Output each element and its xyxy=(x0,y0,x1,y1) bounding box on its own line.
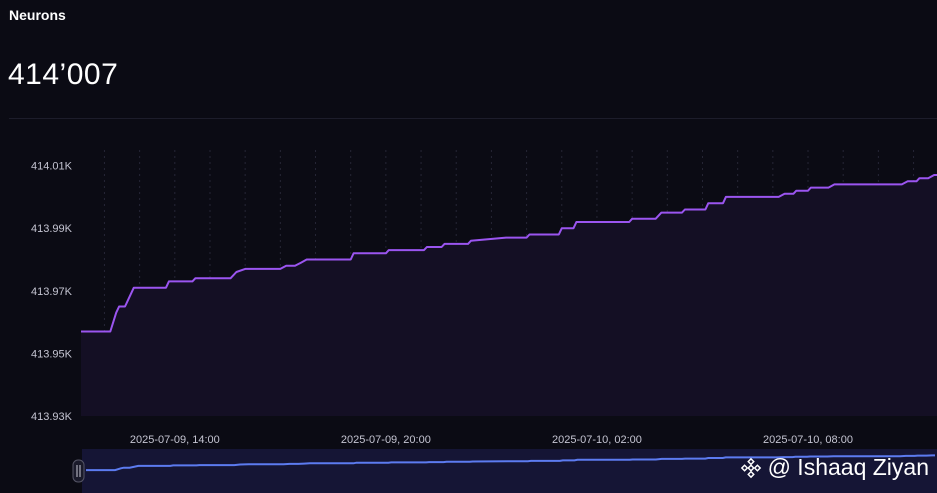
data-point xyxy=(165,287,167,289)
y-tick-label: 413.93K xyxy=(31,411,73,423)
data-point xyxy=(684,208,686,210)
data-point xyxy=(558,233,560,235)
data-point xyxy=(918,177,920,179)
data-point xyxy=(388,249,390,251)
data-point xyxy=(526,237,528,239)
data-point xyxy=(115,312,117,314)
data-point xyxy=(279,268,281,270)
data-point xyxy=(133,287,135,289)
data-point xyxy=(467,243,469,245)
data-point xyxy=(631,218,633,220)
data-point xyxy=(722,202,724,204)
data-point xyxy=(915,180,917,182)
navigator-line xyxy=(86,454,935,472)
data-point xyxy=(80,331,82,333)
data-point xyxy=(907,180,909,182)
data-point xyxy=(444,243,446,245)
series-area xyxy=(81,175,937,416)
data-point xyxy=(285,265,287,267)
data-point xyxy=(725,196,727,198)
data-point xyxy=(306,259,308,261)
data-point xyxy=(784,193,786,195)
y-tick-label: 413.99K xyxy=(31,223,73,235)
data-point xyxy=(655,218,657,220)
data-point xyxy=(628,221,630,223)
data-point xyxy=(109,331,111,333)
data-point xyxy=(927,177,929,179)
data-point xyxy=(828,187,830,189)
data-point xyxy=(300,262,302,264)
navigator-handle-left[interactable] xyxy=(72,459,85,483)
current-value: 414’007 xyxy=(8,58,119,91)
data-point xyxy=(529,233,531,235)
data-point xyxy=(470,240,472,242)
range-navigator[interactable] xyxy=(72,449,937,493)
chart-title: Neurons xyxy=(9,7,66,23)
y-tick-label: 414.01K xyxy=(31,161,73,173)
header-divider xyxy=(9,118,937,119)
data-point xyxy=(426,246,428,248)
data-point xyxy=(315,259,317,261)
data-point xyxy=(833,183,835,185)
data-point xyxy=(441,246,443,248)
data-point xyxy=(681,212,683,214)
series-line xyxy=(81,174,937,333)
data-point xyxy=(933,174,935,176)
data-point xyxy=(572,227,574,229)
data-point xyxy=(294,265,296,267)
data-point xyxy=(901,183,903,185)
y-tick-label: 413.95K xyxy=(31,348,73,360)
data-point xyxy=(707,202,709,204)
x-tick-label: 2025-07-10, 08:00 xyxy=(763,434,853,446)
data-point xyxy=(118,305,120,307)
watermark: @ Ishaaq Ziyan xyxy=(740,454,929,481)
data-point xyxy=(704,208,706,210)
data-point xyxy=(350,259,352,261)
binance-logo-icon xyxy=(740,457,761,478)
data-point xyxy=(778,196,780,198)
data-point xyxy=(230,277,232,279)
x-axis-ticks: 2025-07-09, 14:00 2025-07-09, 20:00 2025-0… xyxy=(130,434,853,446)
data-point xyxy=(792,193,794,195)
data-point xyxy=(168,280,170,282)
y-tick-label: 413.97K xyxy=(31,286,73,298)
data-point xyxy=(194,277,196,279)
data-point xyxy=(795,190,797,192)
data-point xyxy=(244,268,246,270)
data-point xyxy=(385,252,387,254)
data-point xyxy=(191,280,193,282)
data-point xyxy=(423,249,425,251)
data-point xyxy=(575,221,577,223)
watermark-text: @ Ishaaq Ziyan xyxy=(767,454,929,480)
data-point xyxy=(124,305,126,307)
data-point xyxy=(561,227,563,229)
x-tick-label: 2025-07-10, 02:00 xyxy=(552,434,642,446)
y-axis-ticks: 413.93K 413.95K 413.97K 413.99K 414.01K xyxy=(31,161,73,423)
data-point xyxy=(353,252,355,254)
data-point xyxy=(235,271,237,273)
data-point xyxy=(810,187,812,189)
data-point xyxy=(660,212,662,214)
x-tick-label: 2025-07-09, 20:00 xyxy=(341,434,431,446)
x-tick-label: 2025-07-09, 14:00 xyxy=(130,434,220,446)
data-point xyxy=(807,190,809,192)
data-point xyxy=(505,237,507,239)
